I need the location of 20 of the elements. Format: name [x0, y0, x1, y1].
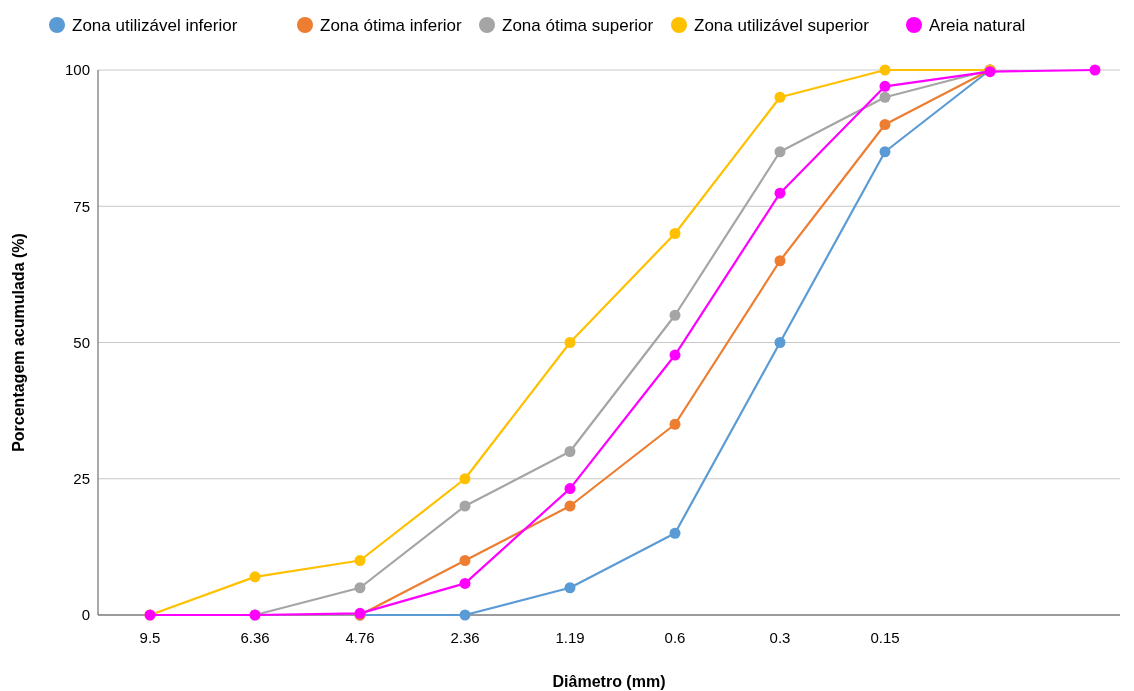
y-tick-label: 0: [81, 606, 90, 624]
legend-label: Areia natural: [929, 15, 1026, 35]
y-tick-label: 50: [73, 333, 90, 351]
y-tick-label: 25: [73, 470, 90, 487]
legend-label: Zona utilizável inferior: [72, 15, 238, 35]
x-tick-label: 9.5: [139, 629, 161, 646]
legend-label: Zona utilizável superior: [694, 15, 870, 35]
x-tick-label: 0.15: [870, 629, 900, 646]
x-tick-label: 2.36: [450, 629, 480, 646]
x-tick-label: 1.19: [555, 629, 585, 646]
legend-label: Zona ótima inferior: [320, 15, 463, 35]
x-axis-title: Diâmetro (mm): [552, 673, 666, 690]
y-tick-label: 100: [64, 61, 90, 79]
y-axis-title: Porcentagem acumulada (%): [10, 233, 27, 452]
x-tick-label: 4.76: [345, 629, 375, 646]
y-tick-label: 75: [73, 197, 90, 215]
x-tick-label: 0.6: [664, 629, 686, 646]
x-tick-label: 6.36: [240, 629, 270, 646]
legend-label: Zona ótima superior: [502, 15, 654, 35]
x-tick-label: 0.3: [769, 629, 791, 646]
